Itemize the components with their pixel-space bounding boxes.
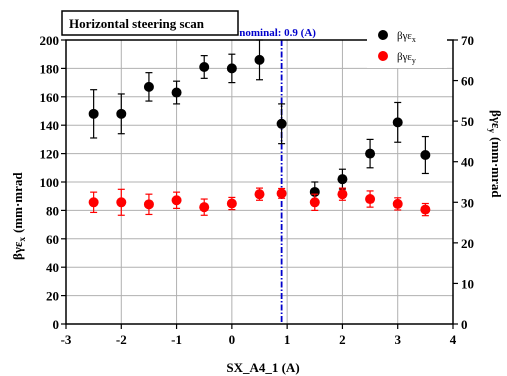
legend-label-x: βγεx xyxy=(397,30,416,44)
x-tick-label: -3 xyxy=(61,332,72,347)
x-tick-label: 3 xyxy=(394,332,401,347)
left-axis-title: βγεx(mm·mrad xyxy=(10,172,27,260)
data-point-x xyxy=(276,118,287,129)
y-left-tick-label: 120 xyxy=(40,147,60,162)
y-right-tick-label: 10 xyxy=(461,276,474,291)
axis-ticks: -3 -2 -1 0 1 2 3 402040608010012014016018020001… xyxy=(40,33,475,347)
data-point-x xyxy=(143,81,154,92)
data-point-x xyxy=(116,108,127,119)
legend: βγεx βγεy xyxy=(367,26,447,68)
data-point-y xyxy=(337,189,348,200)
data-point-x xyxy=(199,61,210,72)
y-right-tick-label: 50 xyxy=(461,114,474,129)
data-point-y xyxy=(254,189,265,200)
y-right-tick-label: 60 xyxy=(461,74,474,89)
x-tick-label: 0 xyxy=(229,332,236,347)
data-point-x xyxy=(337,174,348,185)
y-left-tick-label: 140 xyxy=(40,118,60,133)
chart-title-box: Horizontal steering scan xyxy=(61,10,239,36)
legend-marker-x xyxy=(378,30,388,40)
data-point-y xyxy=(116,197,127,208)
data-point-y xyxy=(392,198,403,209)
x-tick-label: 4 xyxy=(450,332,457,347)
grid-lines xyxy=(65,39,454,325)
data-point-y xyxy=(365,194,376,205)
data-point-y xyxy=(226,198,237,209)
series-layer xyxy=(88,39,431,217)
data-point-x xyxy=(171,87,182,98)
data-point-x xyxy=(254,54,265,65)
data-point-x xyxy=(420,150,431,161)
data-point-x xyxy=(88,108,99,119)
x-tick-label: 1 xyxy=(284,332,291,347)
data-point-y xyxy=(276,188,287,199)
y-left-tick-label: 160 xyxy=(40,90,60,105)
data-point-y xyxy=(199,202,210,213)
data-point-x xyxy=(365,148,376,159)
y-right-tick-label: 0 xyxy=(461,317,468,332)
x-tick-label: 2 xyxy=(339,332,346,347)
data-point-y xyxy=(420,204,431,215)
data-point-y xyxy=(143,199,154,210)
y-right-tick-label: 30 xyxy=(461,195,474,210)
y-left-tick-label: 20 xyxy=(46,289,59,304)
data-point-x xyxy=(392,117,403,128)
y-left-tick-label: 80 xyxy=(46,203,59,218)
y-right-tick-label: 20 xyxy=(461,236,474,251)
legend-label-y: βγεy xyxy=(397,51,416,65)
y-left-tick-label: 180 xyxy=(40,61,60,76)
y-left-tick-label: 60 xyxy=(46,232,59,247)
x-axis-title: SX_A4_1 (A) xyxy=(226,360,299,375)
data-point-y xyxy=(88,197,99,208)
right-axis-title: βγεy(mm·mrad xyxy=(487,110,504,198)
y-left-tick-label: 0 xyxy=(53,317,60,332)
y-right-tick-label: 40 xyxy=(461,155,474,170)
y-left-tick-label: 40 xyxy=(46,260,59,275)
data-point-x xyxy=(226,63,237,74)
y-left-tick-label: 200 xyxy=(40,33,60,48)
x-tick-label: -1 xyxy=(171,332,182,347)
legend-marker-y xyxy=(378,51,388,61)
y-right-tick-label: 70 xyxy=(461,33,474,48)
x-tick-label: -2 xyxy=(116,332,127,347)
data-point-y xyxy=(171,195,182,206)
nominal-label: nominal: 0.9 (A) xyxy=(239,27,316,39)
data-point-y xyxy=(309,197,320,208)
y-left-tick-label: 100 xyxy=(40,175,60,190)
chart-title: Horizontal steering scan xyxy=(69,16,205,31)
